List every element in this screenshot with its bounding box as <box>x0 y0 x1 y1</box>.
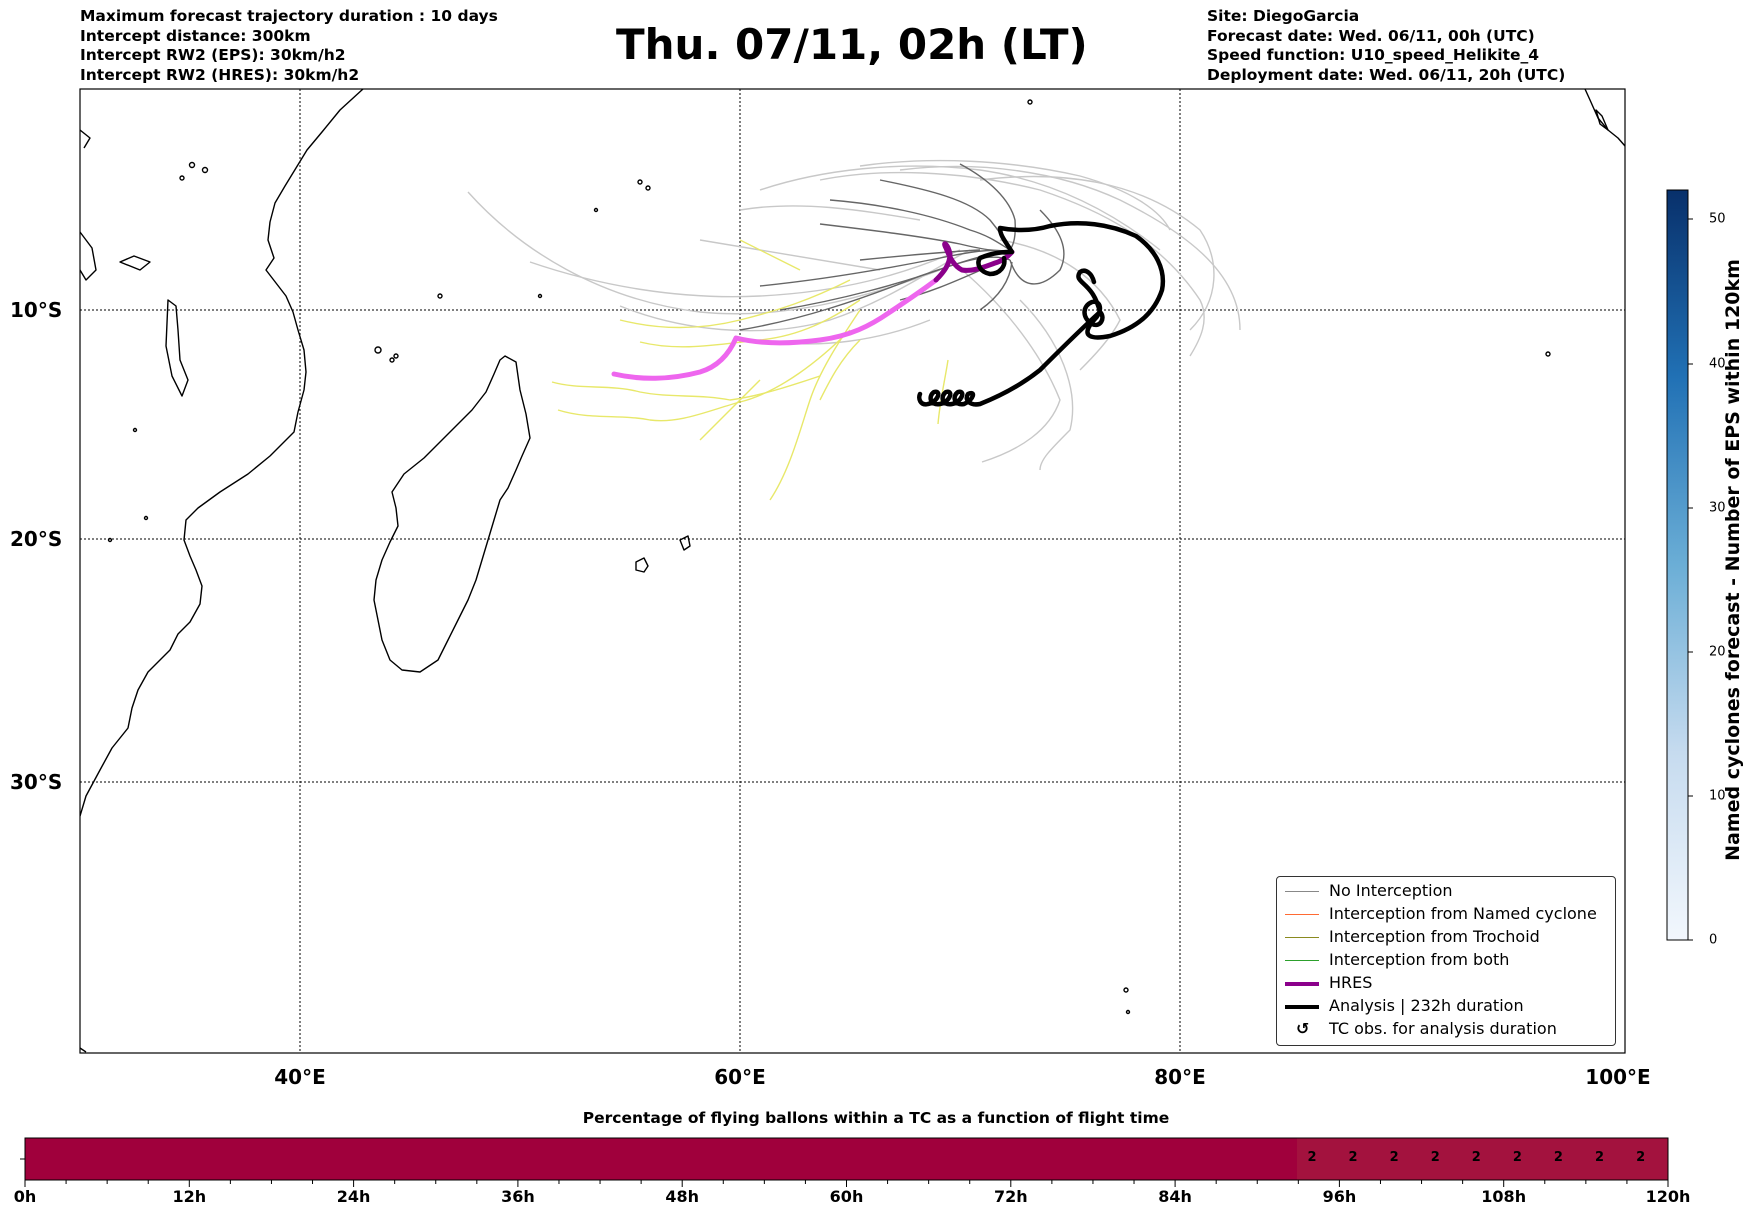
flight-time-tick: 84h <box>1158 1187 1192 1206</box>
flight-time-tick: 120h <box>1645 1187 1691 1206</box>
header-line: Maximum forecast trajectory duration : 1… <box>80 7 498 25</box>
hres-trajectory <box>611 241 1015 381</box>
flight-time-value: 2 <box>1348 1150 1358 1165</box>
flight-time-tick: 0h <box>13 1187 37 1206</box>
lon-tick-label: 40°E <box>274 1065 326 1089</box>
analysis-trajectory <box>917 220 1166 407</box>
coastlines <box>80 89 1625 1053</box>
colorbar-tick: 20 <box>1709 644 1726 660</box>
header-line: Intercept RW2 (EPS): 30km/h2 <box>80 46 346 64</box>
lat-tick-label: 10°S <box>10 298 63 322</box>
flight-time-tick: 36h <box>501 1187 535 1206</box>
colorbar-tick: 40 <box>1709 356 1726 372</box>
lon-tick-label: 60°E <box>714 1065 766 1089</box>
header-line: Deployment date: Wed. 06/11, 20h (UTC) <box>1207 65 1566 84</box>
lon-tick-label: 100°E <box>1585 1065 1651 1089</box>
flight-time-value: 2 <box>1595 1150 1605 1165</box>
colorbar-tick: 0 <box>1709 932 1718 948</box>
map-title: Thu. 07/11, 02h (LT) <box>616 20 1088 69</box>
header-line: Intercept RW2 (HRES): 30km/h2 <box>80 65 360 84</box>
map-grid <box>80 89 1625 1053</box>
flight-time-tick: 48h <box>665 1187 700 1206</box>
lon-tick-label: 80°E <box>1154 1065 1206 1089</box>
legend-item: ↺ TC obs. for analysis duration <box>1277 1019 1615 1041</box>
header-line: Intercept distance: 300km <box>80 26 311 45</box>
lat-tick-label: 30°S <box>10 770 63 794</box>
legend-swatch <box>1285 1005 1319 1009</box>
legend-label: TC obs. for analysis duration <box>1329 1019 1557 1038</box>
flight-time-value: 2 <box>1636 1150 1646 1165</box>
legend-swatch <box>1285 960 1319 961</box>
flight-time-bar <box>20 1137 1669 1187</box>
legend-swatch <box>1285 982 1319 986</box>
flight-time-tick: 108h <box>1481 1187 1527 1206</box>
legend-label: No Interception <box>1329 881 1453 900</box>
flight-time-value: 2 <box>1389 1150 1399 1165</box>
flight-time-value: 2 <box>1512 1150 1522 1165</box>
map-frame <box>79 88 1626 1054</box>
legend-item: HRES <box>1277 973 1615 995</box>
colorbar-tick: 10 <box>1709 788 1726 804</box>
legend-swatch <box>1285 937 1319 938</box>
header-info-right: Site: DiegoGarcia Forecast date: Wed. 06… <box>1207 7 1565 85</box>
eps-trajectories-light <box>467 159 1241 471</box>
colorbar-tick: 30 <box>1709 500 1726 516</box>
legend-item: Interception from Trochoid <box>1277 927 1615 949</box>
flight-time-value: 2 <box>1471 1150 1481 1165</box>
flight-time-tick: 72h <box>993 1187 1028 1206</box>
africa-coastline <box>80 89 364 817</box>
madagascar-coastline <box>373 355 531 673</box>
header-line: Site: DiegoGarcia <box>1207 7 1360 25</box>
colorbar-tick: 50 <box>1709 211 1726 227</box>
eps-trajectories-yellow <box>551 239 949 501</box>
flight-time-tick: 60h <box>829 1187 864 1206</box>
legend-item: No Interception <box>1277 881 1615 903</box>
legend-swatch <box>1285 914 1319 915</box>
header-line: Forecast date: Wed. 06/11, 00h (UTC) <box>1207 26 1535 45</box>
colorbar-label: Named cyclones forecast - Number of EPS … <box>1722 259 1744 861</box>
legend-item: Analysis | 232h duration <box>1277 996 1615 1018</box>
legend-item: Interception from both <box>1277 950 1615 972</box>
flight-time-tick: 24h <box>336 1187 371 1206</box>
lat-tick-label: 20°S <box>10 527 63 551</box>
eps-colorbar <box>1666 189 1693 941</box>
flight-time-tick: 12h <box>172 1187 207 1206</box>
legend-label: Interception from both <box>1329 950 1510 969</box>
flight-time-bar-title: Percentage of flying ballons within a TC… <box>582 1109 1170 1127</box>
legend-label: Interception from Named cyclone <box>1329 904 1597 923</box>
legend-swatch <box>1285 891 1319 892</box>
header-line: Speed function: U10_speed_Helikite_4 <box>1207 46 1540 64</box>
flight-time-value: 2 <box>1430 1150 1440 1165</box>
legend-item: Interception from Named cyclone <box>1277 904 1615 926</box>
legend-label: Interception from Trochoid <box>1329 927 1540 946</box>
loop-icon: ↺ <box>1296 1019 1310 1038</box>
flight-time-value: 2 <box>1553 1150 1563 1165</box>
flight-time-tick: 96h <box>1322 1187 1357 1206</box>
map-legend: No Interception Interception from Named … <box>1276 876 1616 1046</box>
legend-label: Analysis | 232h duration <box>1329 996 1524 1015</box>
legend-label: HRES <box>1329 973 1373 992</box>
flight-time-value: 2 <box>1307 1150 1317 1165</box>
header-info-left: Maximum forecast trajectory duration : 1… <box>80 7 498 85</box>
